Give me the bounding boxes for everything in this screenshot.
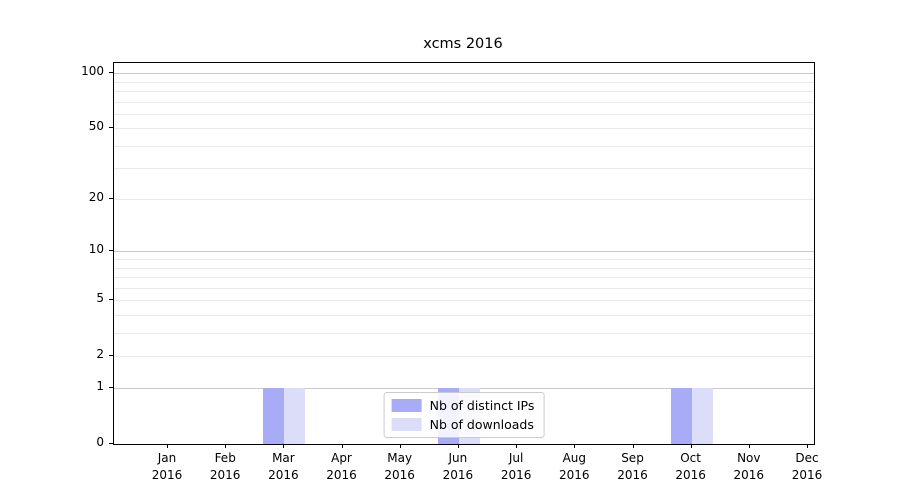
y-tick-label: 5: [96, 291, 104, 305]
bar-downloads-oct: [691, 388, 713, 444]
x-tick-label: Oct 2016: [675, 451, 706, 482]
x-tick-mark: [516, 444, 518, 448]
legend-swatch-downloads: [391, 418, 422, 431]
legend-label-distinct-ips: Nb of distinct IPs: [429, 398, 535, 413]
y-tick-mark: [109, 387, 113, 389]
y-tick-mark: [109, 72, 113, 74]
legend: Nb of distinct IPs Nb of downloads: [383, 392, 545, 438]
legend-swatch-distinct-ips: [391, 399, 422, 412]
y-tick-label: 100: [81, 64, 104, 79]
minor-gridline: [114, 287, 814, 289]
x-tick-label: Jan 2016: [151, 451, 183, 482]
minor-gridline: [114, 81, 814, 83]
x-tick-label: Jul 2016: [500, 451, 532, 482]
x-tick-label: Nov 2016: [733, 451, 765, 482]
plot-area: Nb of distinct IPs Nb of downloads: [113, 62, 815, 445]
x-tick-label: Sep 2016: [617, 451, 648, 482]
y-tick-mark: [109, 198, 113, 200]
minor-gridline: [114, 332, 814, 334]
x-tick-mark: [225, 444, 227, 448]
y-tick-mark: [109, 354, 113, 356]
x-tick-label: Dec 2016: [791, 451, 823, 482]
x-tick-mark: [807, 444, 808, 448]
legend-label-downloads: Nb of downloads: [429, 417, 534, 432]
x-tick-label: Apr 2016: [326, 451, 357, 482]
y-tick-mark: [109, 250, 113, 252]
x-tick-mark: [690, 444, 692, 448]
y-tick-label: 50: [88, 119, 104, 134]
x-tick-mark: [574, 444, 576, 448]
bar-downloads-mar: [284, 388, 306, 444]
x-tick-mark: [457, 444, 459, 448]
minor-gridline: [114, 300, 814, 301]
major-gridline: [114, 251, 814, 253]
chart-title: xcms 2016: [423, 36, 503, 52]
minor-gridline: [114, 259, 814, 260]
y-tick-label: 1: [96, 379, 104, 394]
x-tick-mark: [167, 444, 168, 448]
x-tick-mark: [283, 444, 285, 448]
minor-gridline: [114, 355, 814, 357]
minor-gridline: [114, 168, 814, 170]
minor-gridline: [114, 145, 814, 147]
minor-gridline: [114, 113, 814, 115]
x-tick-label: May 2016: [384, 451, 415, 482]
x-tick-label: Aug 2016: [559, 451, 590, 482]
x-tick-label: Jun 2016: [442, 451, 474, 482]
minor-gridline: [114, 101, 814, 103]
major-gridline: [114, 73, 814, 75]
minor-gridline: [114, 199, 814, 201]
x-tick-mark: [341, 444, 343, 448]
y-tick-label: 10: [88, 242, 104, 257]
x-tick-label: Mar 2016: [268, 451, 299, 482]
minor-gridline: [114, 90, 814, 92]
y-tick-mark: [109, 299, 113, 300]
x-tick-mark: [748, 444, 750, 448]
y-tick-label: 0: [96, 435, 104, 449]
legend-entry-downloads: Nb of downloads: [391, 417, 535, 432]
y-tick-label: 2: [96, 346, 104, 361]
bar-distinct-ips-mar: [263, 388, 285, 444]
minor-gridline: [114, 314, 814, 316]
x-tick-mark: [399, 444, 401, 448]
legend-entry-distinct-ips: Nb of distinct IPs: [391, 398, 535, 413]
minor-gridline: [114, 128, 814, 130]
minor-gridline: [114, 276, 814, 278]
x-tick-mark: [632, 444, 634, 448]
y-tick-mark: [109, 127, 113, 129]
minor-gridline: [114, 267, 814, 269]
bar-distinct-ips-oct: [670, 388, 692, 444]
y-tick-label: 20: [88, 190, 104, 205]
y-tick-mark: [109, 443, 113, 444]
x-tick-label: Feb 2016: [209, 451, 241, 482]
